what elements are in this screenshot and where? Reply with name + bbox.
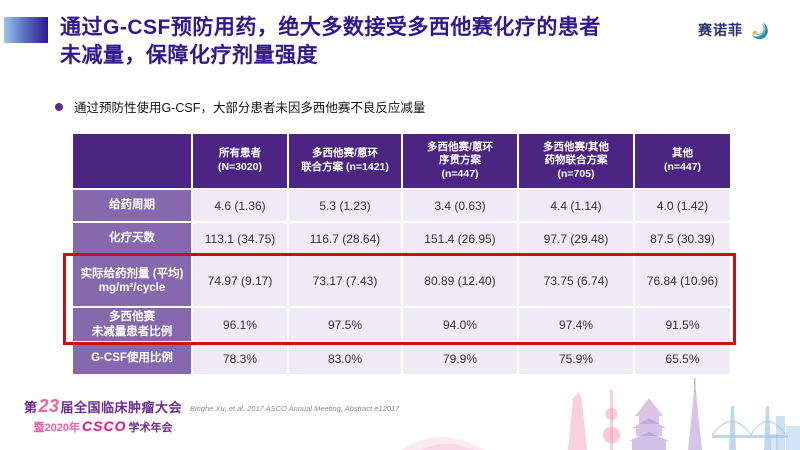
- data-cell: 73.75 (6.74): [519, 256, 633, 306]
- conference-number: 23: [38, 396, 60, 416]
- page-title-line1: 通过G-CSF预防用药，绝大多数接受多西他赛化疗的患者: [60, 16, 601, 39]
- data-cell: 80.89 (12.40): [403, 256, 517, 306]
- title-accent-bar: [4, 17, 48, 43]
- data-cell: 94.0%: [403, 308, 517, 341]
- row-label-line: 未减量患者比例: [91, 325, 173, 338]
- table-row-actual-dose: 实际给药剂量 (平均) mg/m²/cycle 74.97 (9.17) 73.…: [73, 256, 730, 306]
- column-header-line: (n=705): [557, 167, 595, 180]
- row-label: 实际给药剂量 (平均) mg/m²/cycle: [73, 256, 191, 306]
- sanofi-logo: 赛诺菲: [698, 20, 768, 40]
- conference-line2: 暨2020年 CSCO 学术年会: [14, 418, 192, 435]
- row-label-line: 实际给药剂量 (平均): [80, 267, 184, 280]
- sanofi-logo-text: 赛诺菲: [698, 22, 743, 38]
- data-cell: 74.97 (9.17): [193, 256, 287, 306]
- bullet-icon: [55, 102, 63, 111]
- page-title: 通过G-CSF预防用药，绝大多数接受多西他赛化疗的患者 未减量，保障化疗剂量强度: [60, 14, 670, 70]
- column-header-line: 药物联合方案: [544, 154, 608, 167]
- row-label: 给药周期: [73, 190, 191, 221]
- sanofi-bird-swoosh-icon: [748, 20, 768, 40]
- table-header-row: 所有患者 (N=3020) 多西他赛/蒽环 联合方案 (n=1421) 多西他赛…: [73, 134, 730, 188]
- conference-line1: 第23届全国临床肿瘤大会: [14, 396, 192, 417]
- row-label-line: mg/m²/cycle: [98, 282, 166, 294]
- column-header-sequential-regimen: 多西他赛/蒽环 序贯方案 (n=447): [403, 134, 517, 188]
- column-header-line: 多西他赛/蒽环: [312, 147, 378, 160]
- data-cell: 79.9%: [403, 343, 517, 374]
- column-header-combo-regimen: 多西他赛/蒽环 联合方案 (n=1421): [289, 134, 401, 188]
- data-cell: 76.84 (10.96): [635, 256, 730, 306]
- row-label-line: G-CSF使用比例: [91, 352, 173, 365]
- column-header-line: 其他: [672, 147, 693, 160]
- column-header-line: 所有患者: [219, 147, 261, 160]
- data-cell: 4.4 (1.14): [519, 190, 633, 221]
- conference-logo: 第23届全国临床肿瘤大会 暨2020年 CSCO 学术年会: [14, 396, 192, 435]
- row-label: 化疗天数: [73, 223, 191, 254]
- data-cell: 75.9%: [519, 343, 633, 374]
- data-cell: 83.0%: [289, 343, 401, 374]
- data-cell: 151.4 (26.95): [403, 223, 517, 254]
- column-header-line: 多西他赛/其他: [543, 140, 609, 153]
- data-cell: 65.5%: [635, 343, 730, 374]
- page-title-line2: 未减量，保障化疗剂量强度: [60, 44, 318, 67]
- column-header-other-combo: 多西他赛/其他 药物联合方案 (n=705): [519, 134, 633, 188]
- conference-prefix: 第: [23, 400, 38, 415]
- row-label: 多西他赛 未减量患者比例: [73, 308, 191, 341]
- table-row-no-dose-reduction: 多西他赛 未减量患者比例 96.1% 97.5% 94.0% 97.4% 91.…: [73, 308, 730, 341]
- column-header-line: (n=447): [441, 167, 479, 180]
- citation-text: Binghe Xu, et al. 2017 ASCO Annual Meeti…: [190, 404, 400, 413]
- row-label-line: 多西他赛: [109, 311, 155, 324]
- row-label-line: 化疗天数: [109, 232, 155, 245]
- city-skyline-illustration: [400, 378, 800, 450]
- data-cell: 87.5 (30.39): [635, 223, 730, 254]
- table-row-dosing-cycles: 给药周期 4.6 (1.36) 5.3 (1.23) 3.4 (0.63) 4.…: [73, 190, 730, 221]
- data-cell: 97.7 (29.48): [519, 223, 633, 254]
- data-cell: 113.1 (34.75): [193, 223, 287, 254]
- data-cell: 96.1%: [193, 308, 287, 341]
- row-label: G-CSF使用比例: [73, 343, 191, 374]
- table-row-chemo-days: 化疗天数 113.1 (34.75) 116.7 (28.64) 151.4 (…: [73, 223, 730, 254]
- data-cell: 116.7 (28.64): [289, 223, 401, 254]
- table-corner-cell: [73, 134, 191, 188]
- column-header-line: 序贯方案: [439, 154, 481, 167]
- table-row-gcsf-usage: G-CSF使用比例 78.3% 83.0% 79.9% 75.9% 65.5%: [73, 343, 730, 374]
- column-header-other: 其他 (n=447): [635, 134, 730, 188]
- data-cell: 4.6 (1.36): [193, 190, 287, 221]
- data-cell: 91.5%: [635, 308, 730, 341]
- column-header-line: (n=447): [663, 161, 702, 173]
- key-point-text: 通过预防性使用G-CSF，大部分患者未因多西他赛不良反应减量: [74, 101, 426, 115]
- column-header-line: 多西他赛/蒽环: [427, 140, 493, 153]
- results-table: 所有患者 (N=3020) 多西他赛/蒽环 联合方案 (n=1421) 多西他赛…: [71, 132, 732, 376]
- row-label-line: 给药周期: [109, 199, 155, 212]
- data-cell: 4.0 (1.42): [635, 190, 730, 221]
- data-cell: 97.5%: [289, 308, 401, 341]
- column-header-line: 联合方案 (n=1421): [301, 161, 389, 173]
- data-cell: 3.4 (0.63): [403, 190, 517, 221]
- data-cell: 97.4%: [519, 308, 633, 341]
- data-cell: 78.3%: [193, 343, 287, 374]
- column-header-all-patients: 所有患者 (N=3020): [193, 134, 287, 188]
- conference-title: 届全国临床肿瘤大会: [60, 400, 183, 415]
- key-point: 通过预防性使用G-CSF，大部分患者未因多西他赛不良反应减量: [55, 97, 425, 116]
- column-header-line: (N=3020): [217, 161, 263, 173]
- data-cell: 73.17 (7.43): [289, 256, 401, 306]
- conference-year: 暨2020年: [33, 422, 81, 434]
- data-cell: 5.3 (1.23): [289, 190, 401, 221]
- csco-logo-text: CSCO: [82, 418, 127, 434]
- conference-suffix: 学术年会: [128, 422, 173, 434]
